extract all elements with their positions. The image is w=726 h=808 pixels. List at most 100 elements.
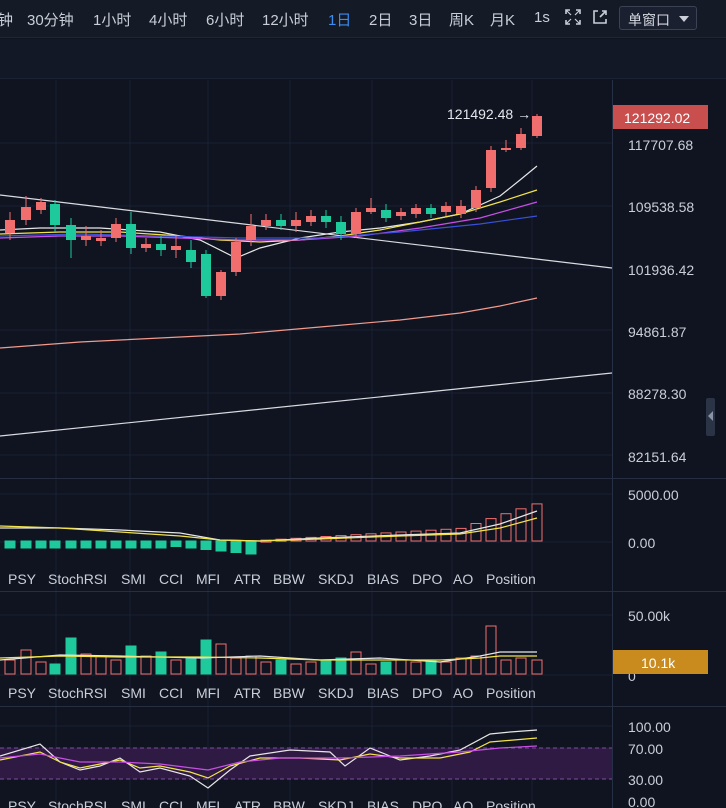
- tf-item-week[interactable]: 周K: [449, 12, 475, 29]
- tab-atr[interactable]: ATR: [234, 685, 261, 701]
- tab-cci[interactable]: CCI: [159, 685, 184, 701]
- volume-label: 0: [628, 668, 636, 684]
- tab-dpo[interactable]: DPO: [412, 798, 443, 808]
- kline-chart[interactable]: [0, 80, 612, 808]
- candle-body: [426, 208, 436, 214]
- tab-cci[interactable]: CCI: [159, 798, 184, 808]
- tab-skdj[interactable]: SKDJ: [318, 798, 354, 808]
- tf-item-3d[interactable]: 3日: [409, 12, 433, 29]
- rsi-label: 100.00: [628, 719, 671, 735]
- macd-bar: [245, 540, 257, 555]
- chevron-down-icon: [679, 16, 689, 22]
- tab-bias[interactable]: BIAS: [367, 798, 399, 808]
- tf-item-12h[interactable]: 12小时: [262, 12, 309, 29]
- tab-smi[interactable]: SMI: [121, 571, 146, 587]
- tab-skdj[interactable]: SKDJ: [318, 571, 354, 587]
- tf-item-minute[interactable]: 钟: [0, 12, 14, 29]
- rsi-pane: [0, 729, 538, 789]
- tab-mfi[interactable]: MFI: [196, 798, 221, 808]
- tf-item-30m[interactable]: 30分钟: [27, 12, 74, 29]
- high-price-annotation: 121492.48 →: [447, 106, 531, 122]
- tab-stochrsi[interactable]: StochRSI: [48, 798, 108, 808]
- tab-position[interactable]: Position: [486, 685, 536, 701]
- candle-body: [50, 204, 60, 225]
- tab-ao[interactable]: AO: [453, 798, 474, 808]
- tab-psy[interactable]: PSY: [8, 798, 37, 808]
- rsi-line-yellow: [0, 737, 538, 779]
- macd-bar: [515, 508, 527, 542]
- candle-body: [21, 207, 31, 220]
- candle-body: [5, 220, 15, 233]
- tab-atr[interactable]: ATR: [234, 798, 261, 808]
- tf-item-month[interactable]: 月K: [490, 12, 516, 29]
- volume-bar: [515, 657, 527, 675]
- tab-smi[interactable]: SMI: [121, 685, 146, 701]
- collapse-panel-handle[interactable]: [706, 398, 715, 436]
- tab-psy[interactable]: PSY: [8, 685, 37, 701]
- tab-bbw[interactable]: BBW: [273, 685, 305, 701]
- tf-item-1h[interactable]: 1小时: [93, 12, 132, 29]
- volume-bar: [395, 659, 407, 675]
- volume-bar: [335, 657, 347, 675]
- volume-bar: [155, 651, 167, 675]
- volume-bar: [95, 655, 107, 675]
- fullscreen-icon[interactable]: [564, 8, 582, 26]
- price-axis[interactable]: [612, 80, 726, 808]
- macd-signal: [0, 517, 538, 542]
- tab-atr[interactable]: ATR: [234, 571, 261, 587]
- tab-position[interactable]: Position: [486, 571, 536, 587]
- volume-bar: [485, 625, 497, 675]
- ma-line-long: [0, 297, 538, 349]
- tab-bbw[interactable]: BBW: [273, 798, 305, 808]
- volume-bar: [35, 661, 47, 675]
- tab-position[interactable]: Position: [486, 798, 536, 808]
- price-label: 94861.87: [628, 324, 687, 340]
- macd-bar: [531, 503, 543, 542]
- volume-bar: [320, 659, 332, 675]
- candle-body: [36, 202, 46, 210]
- window-mode-select[interactable]: 单窗口: [619, 6, 697, 30]
- candle-body: [411, 208, 421, 214]
- volume-bar: [185, 657, 197, 675]
- candle-body: [246, 226, 256, 240]
- tab-mfi[interactable]: MFI: [196, 571, 221, 587]
- candle-body: [396, 212, 406, 216]
- tf-item-1s[interactable]: 1s: [534, 9, 550, 26]
- candle-body: [291, 220, 301, 226]
- tf-item-4h[interactable]: 4小时: [149, 12, 188, 29]
- tab-bias[interactable]: BIAS: [367, 685, 399, 701]
- tab-dpo[interactable]: DPO: [412, 685, 443, 701]
- macd-pane: [0, 503, 543, 555]
- candle-body: [96, 238, 106, 241]
- tab-bias[interactable]: BIAS: [367, 571, 399, 587]
- candle-body: [456, 206, 466, 214]
- pane-separator: [0, 591, 726, 592]
- tab-stochrsi[interactable]: StochRSI: [48, 685, 108, 701]
- volume-bar: [455, 657, 467, 675]
- tf-item-1d[interactable]: 1日: [328, 12, 352, 29]
- tab-dpo[interactable]: DPO: [412, 571, 443, 587]
- volume-bar: [4, 659, 16, 675]
- tab-ao[interactable]: AO: [453, 685, 474, 701]
- candle-body: [186, 250, 196, 262]
- price-label: 82151.64: [628, 449, 687, 465]
- macd-bar: [95, 540, 107, 549]
- price-label: 101936.42: [628, 262, 695, 278]
- price-label: 88278.30: [628, 386, 687, 402]
- tf-item-6h[interactable]: 6小时: [206, 12, 245, 29]
- candle-body: [366, 208, 376, 212]
- candle-body: [126, 224, 136, 248]
- tab-skdj[interactable]: SKDJ: [318, 685, 354, 701]
- tab-smi[interactable]: SMI: [121, 798, 146, 808]
- popout-icon[interactable]: [591, 8, 609, 26]
- tab-ao[interactable]: AO: [453, 571, 474, 587]
- tab-psy[interactable]: PSY: [8, 571, 37, 587]
- tab-cci[interactable]: CCI: [159, 571, 184, 587]
- macd-bar: [35, 540, 47, 549]
- tab-bbw[interactable]: BBW: [273, 571, 305, 587]
- tab-mfi[interactable]: MFI: [196, 685, 221, 701]
- tab-stochrsi[interactable]: StochRSI: [48, 571, 108, 587]
- candle-body: [111, 224, 121, 238]
- tf-item-2d[interactable]: 2日: [369, 12, 393, 29]
- macd-bar: [230, 540, 242, 553]
